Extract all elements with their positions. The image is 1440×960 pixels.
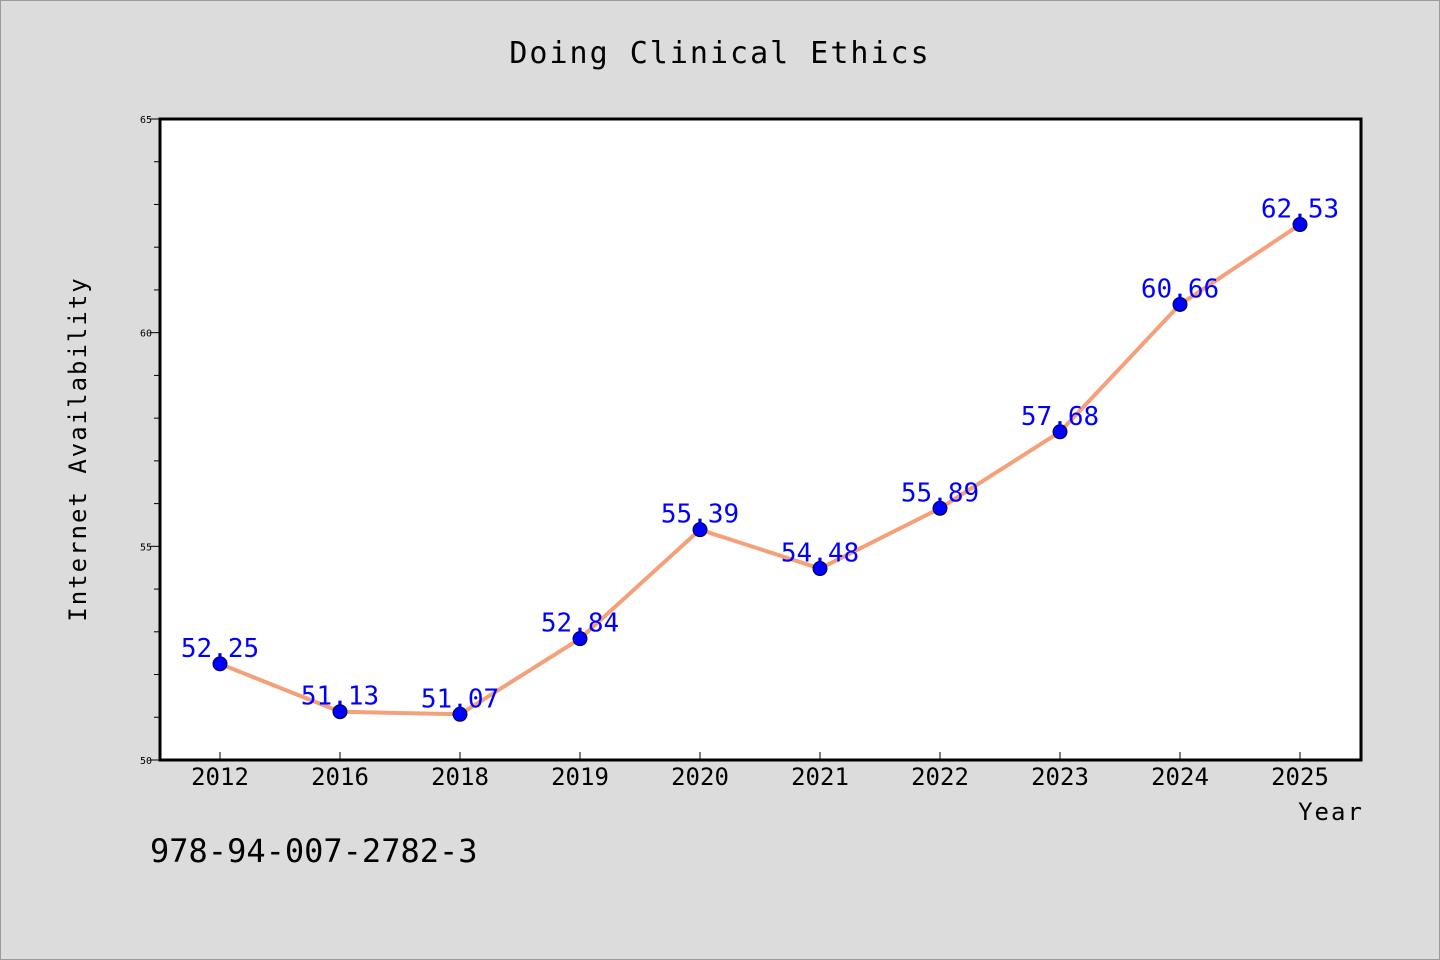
data-point (212, 656, 228, 672)
chart-title: Doing Clinical Ethics (509, 36, 930, 71)
data-label: 52.84 (541, 609, 619, 639)
x-axis-label: Year (1298, 798, 1364, 826)
series-line-group (212, 217, 1308, 722)
data-point (812, 561, 828, 577)
x-tick-label: 2016 (311, 763, 369, 791)
data-point (932, 500, 948, 516)
data-point (332, 704, 348, 720)
x-axis: 2012 2016 2018 2019 2020 2021 2022 2023 2024 2025 (191, 752, 1329, 791)
data-label: 62.53 (1261, 195, 1339, 225)
data-point (1172, 296, 1188, 312)
data-label: 51.13 (301, 682, 379, 712)
y-axis: 50 55 60 65 (140, 115, 160, 767)
data-label: 54.48 (781, 539, 859, 569)
x-tick-label: 2022 (911, 763, 969, 791)
data-labels: 52.25 51.13 51.07 52.84 55.39 54.48 55.89 57.68… (181, 195, 1339, 715)
data-point (452, 706, 468, 722)
data-point (1052, 424, 1068, 440)
x-tick-label: 2025 (1271, 763, 1329, 791)
x-tick-label: 2019 (551, 763, 609, 791)
data-point (1292, 217, 1308, 233)
x-tick-label: 2020 (671, 763, 729, 791)
data-label: 52.25 (181, 634, 259, 664)
y-tick-label: 65 (140, 115, 152, 126)
series-line (219, 222, 1302, 717)
isbn-text: 978-94-007-2782-3 (150, 832, 478, 870)
x-tick-label: 2018 (431, 763, 489, 791)
data-point (692, 522, 708, 538)
x-tick-label: 2023 (1031, 763, 1089, 791)
y-tick-label: 60 (140, 329, 152, 340)
y-axis-label: Internet Availability (64, 276, 92, 621)
y-tick-label: 50 (140, 756, 152, 767)
y-tick-label: 55 (140, 542, 152, 553)
data-label: 55.89 (901, 478, 979, 508)
plot-area (158, 117, 1363, 762)
data-point (572, 631, 588, 647)
x-tick-label: 2024 (1151, 763, 1209, 791)
data-label: 55.39 (661, 500, 739, 530)
x-tick-label: 2012 (191, 763, 249, 791)
data-label: 51.07 (421, 684, 499, 714)
data-label: 57.68 (1021, 402, 1099, 432)
x-tick-label: 2021 (791, 763, 849, 791)
data-label: 60.66 (1141, 274, 1219, 304)
